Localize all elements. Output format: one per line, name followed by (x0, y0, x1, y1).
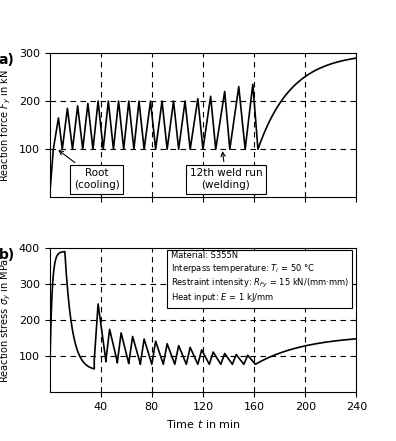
Text: Root
(cooling): Root (cooling) (59, 151, 120, 190)
Text: b): b) (0, 248, 15, 262)
Text: 12th weld run
(welding): 12th weld run (welding) (190, 152, 262, 190)
Text: a): a) (0, 53, 15, 67)
Text: Material: S355N
Interpass temperature: $T_i$ = 50 °C
Restraint intensity: $R_{Fy: Material: S355N Interpass temperature: $… (171, 251, 349, 304)
Y-axis label: Reaction force $F_y$ in kN: Reaction force $F_y$ in kN (0, 69, 13, 182)
X-axis label: Time $t$ in min: Time $t$ in min (166, 418, 240, 430)
Y-axis label: Reaction stress $\sigma_y$ in MPa: Reaction stress $\sigma_y$ in MPa (0, 258, 13, 383)
